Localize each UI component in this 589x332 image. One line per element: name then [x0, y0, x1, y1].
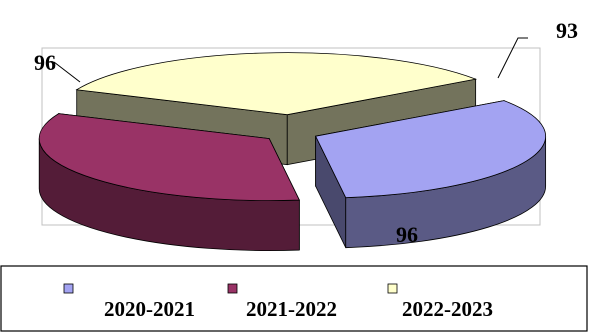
leader-line-2022-2023 — [53, 61, 81, 83]
data-label-2021-2022: 96 — [396, 222, 418, 247]
slices-layer — [38, 52, 547, 251]
legend-label-2021-2022: 2021-2022 — [246, 297, 337, 321]
leader-line-2020-2021 — [497, 37, 528, 79]
legend-swatch-2022-2023 — [387, 283, 398, 294]
data-label-2020-2021: 93 — [556, 18, 578, 43]
pie-slice-2021-2022 — [38, 113, 300, 251]
pie-slice-2020-2021 — [315, 100, 547, 249]
data-label-2022-2023: 96 — [34, 50, 56, 75]
pie-slice-top — [75, 52, 478, 116]
legend-label-2022-2023: 2022-2023 — [402, 297, 493, 321]
legend-box — [0, 265, 588, 332]
labels-layer: 93 96 96 — [34, 18, 578, 247]
legend-label-2020-2021: 2020-2021 — [104, 297, 195, 321]
pie-slice-top — [315, 100, 546, 199]
pie-slice-top — [38, 113, 300, 201]
legend-layer: 2020-2021 2021-2022 2022-2023 — [63, 283, 493, 321]
legend-swatch-2020-2021 — [63, 283, 74, 294]
legend-swatch-2021-2022 — [227, 283, 238, 294]
